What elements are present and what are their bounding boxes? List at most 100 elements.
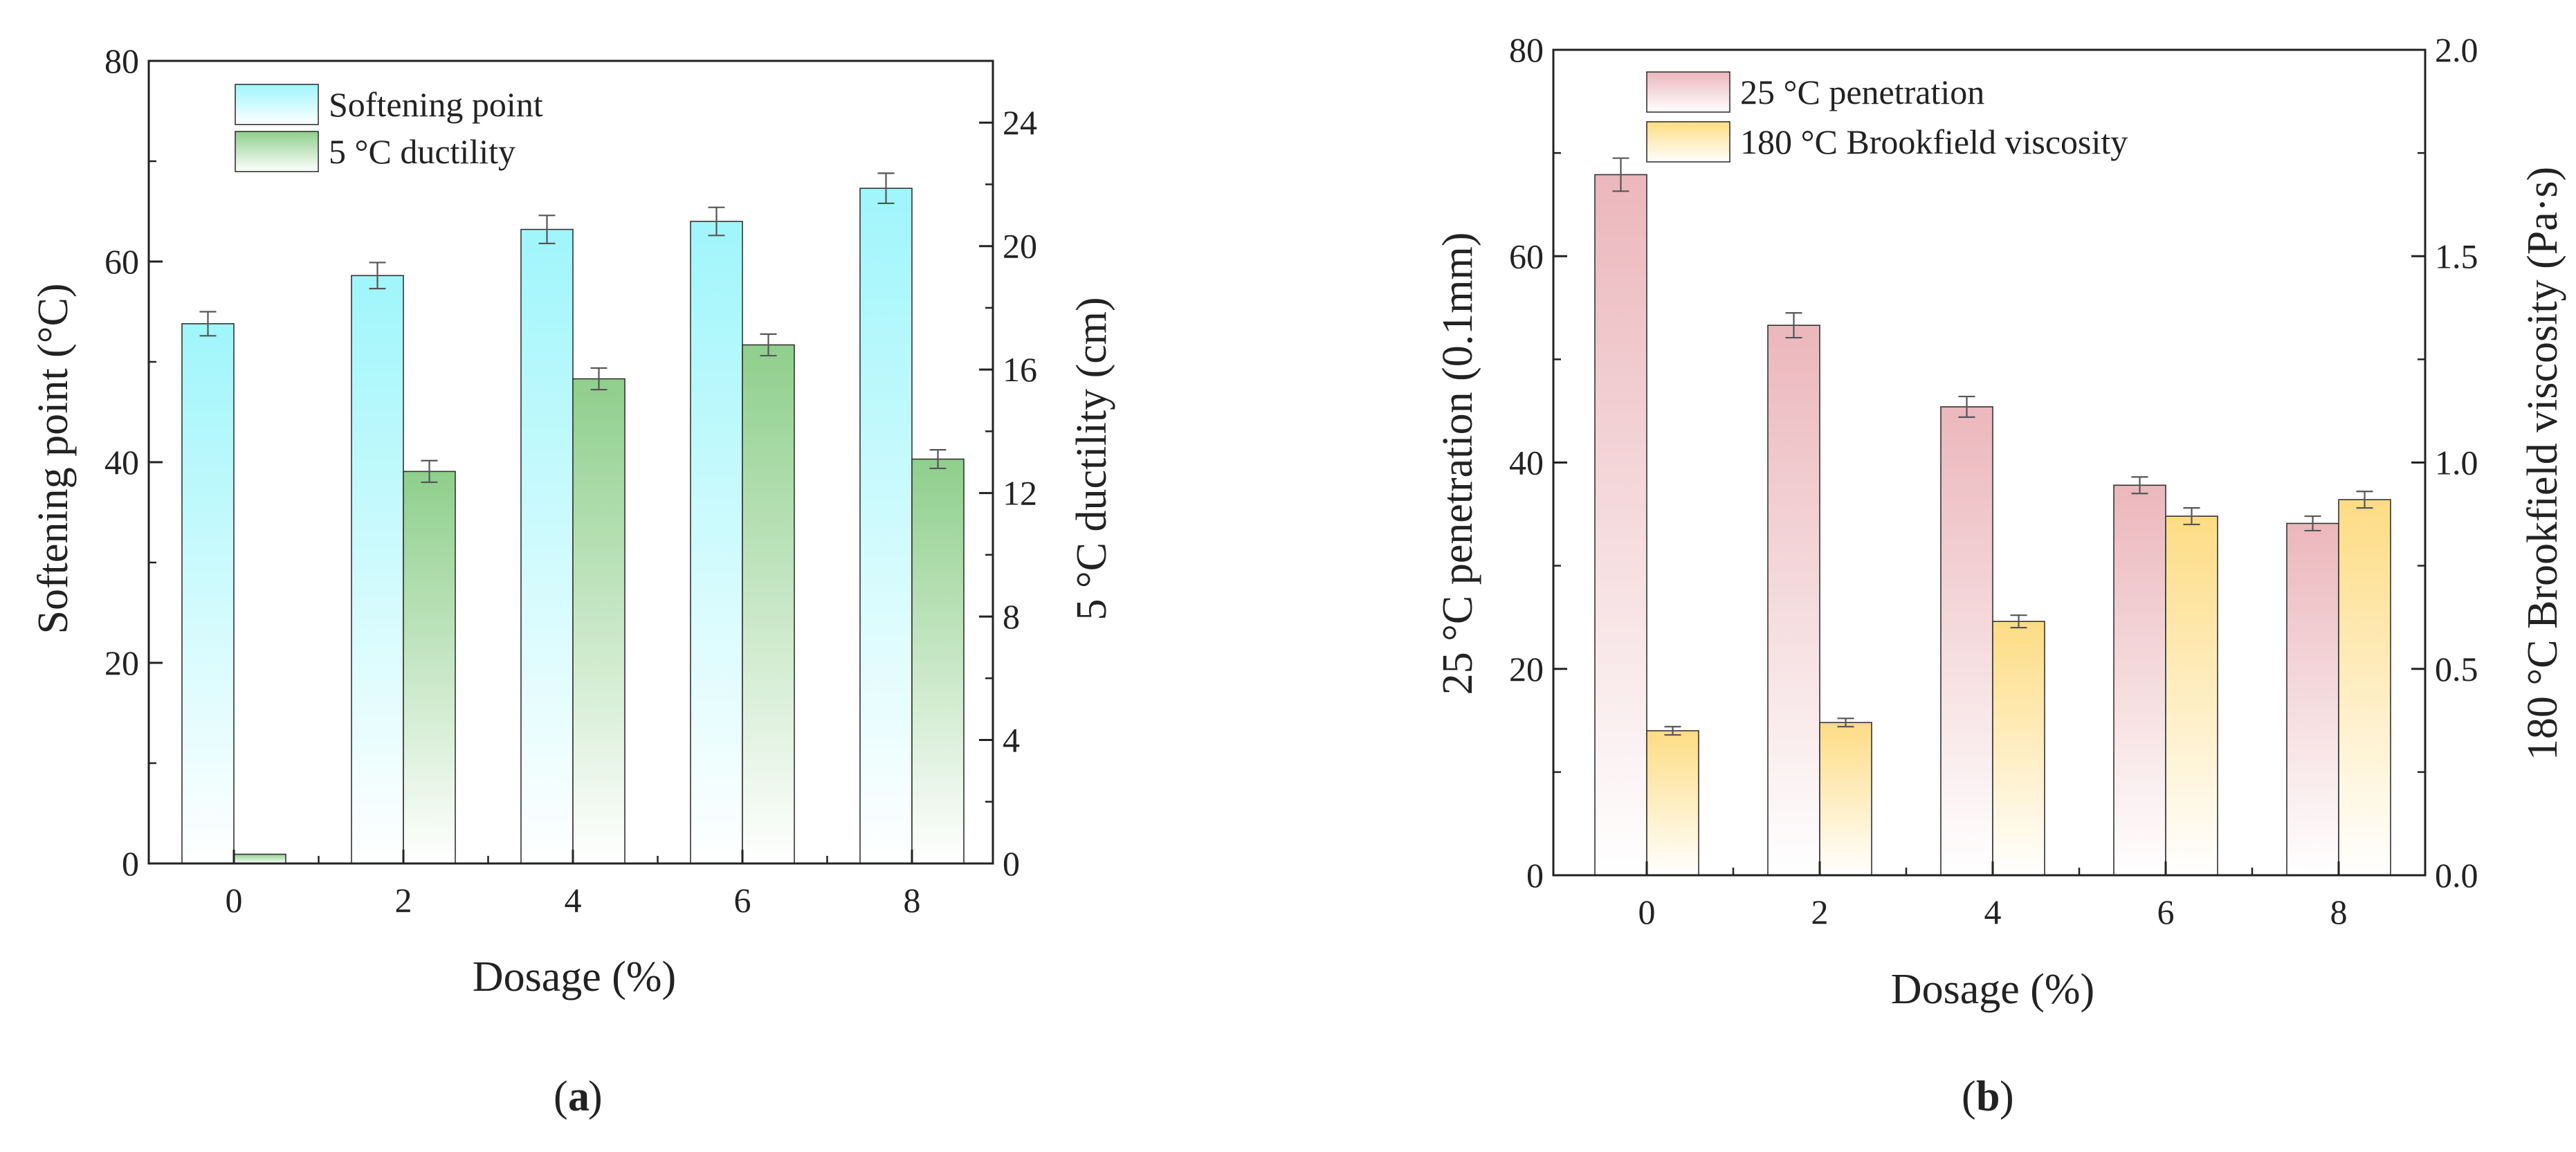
- panel-b-right-tick-label: 1.0: [2435, 444, 2478, 482]
- panel-b-bar-penetration-8: [2286, 522, 2339, 876]
- panel-a-right-tick-label: 4: [1003, 721, 1020, 760]
- panel-b-right-tick-label: 2.0: [2435, 30, 2478, 69]
- panel-b-bar-penetration-2: [1767, 324, 1820, 876]
- panel-b-bar-viscosity-6: [2165, 515, 2218, 876]
- panel-a-caption-close: ): [588, 1073, 603, 1120]
- panel-a-bar-softening-8: [859, 188, 913, 864]
- panel-a-errorbar-softening-8: [877, 172, 895, 204]
- panel-a-left-axis: 0 20 40 60 80: [104, 42, 163, 883]
- panel-a-bar-softening-6: [690, 221, 743, 864]
- panel-b-right-axis: 0.0 0.5 1.0 1.5 2.0: [2411, 30, 2478, 895]
- panel-b-legend: 25 °C penetration 180 °C Brookfield visco…: [1646, 71, 2128, 163]
- panel-a-bar-softening-4: [520, 228, 574, 864]
- panel-a-left-tick-label: 80: [104, 42, 139, 80]
- panel-b-errorbar-penetration-8: [2304, 515, 2321, 532]
- panel-b-errorbar-viscosity-8: [2356, 491, 2373, 509]
- panel-b-errorbar-viscosity-0: [1664, 726, 1681, 736]
- panel-b-plot: 0 20 40 60 80 0.0 0.5 1.0 1.5 2.0 0 2 4 6 8 25 °C penet…: [1509, 30, 2478, 931]
- panel-a-errorbar-softening-6: [708, 206, 725, 237]
- panel-b-left-tick-label: 0: [1526, 856, 1544, 895]
- panel-b-x-axis: 0 2 4 6 8: [1638, 861, 2348, 931]
- panel-a-legend: Softening point 5 °C ductility: [235, 84, 543, 172]
- panel-a-right-tick-label: 20: [1003, 227, 1037, 266]
- panel-b-bar-penetration-6: [2113, 484, 2166, 876]
- panel-b-bar-penetration-4: [1940, 406, 1993, 876]
- panel-b-caption-letter: b: [1976, 1073, 2000, 1120]
- panel-a-left-tick-label: 20: [104, 643, 139, 682]
- panel-b-ylabel-left: 25 °C penetration (0.1mm): [1434, 232, 1481, 695]
- panel-a-bar-ductility-0: [233, 853, 286, 864]
- panel-a-errorbar-ductility-6: [760, 333, 777, 357]
- panel-a-ylabel-right: 5 °C ductility (cm): [1068, 297, 1115, 620]
- panel-a-legend-swatch-softening: [235, 84, 319, 125]
- panel-a-caption-letter: a: [568, 1073, 590, 1120]
- panel-a-errorbar-softening-0: [199, 311, 217, 337]
- panel-a-x-tick-label: 4: [565, 881, 582, 920]
- panel-a-bar-softening-0: [181, 323, 235, 864]
- panel-b: Dosage (%) 25 °C penetration (0.1mm) 180…: [1434, 167, 2566, 1120]
- panel-b-left-axis: 0 20 40 60 80: [1509, 30, 1567, 895]
- panel-a-left-tick-label: 40: [104, 443, 139, 482]
- panel-a-right-tick-label: 24: [1003, 103, 1037, 142]
- panel-a-bar-ductility-8: [911, 458, 965, 864]
- panel-a-bar-ductility-6: [742, 344, 795, 864]
- panel-a: Dosage (%) Softening point (°C) 5 °C duc…: [30, 284, 1115, 1121]
- panel-b-bar-viscosity-2: [1819, 722, 1872, 876]
- panel-b-errorbar-penetration-6: [2131, 476, 2148, 495]
- panel-b-right-tick-label: 1.5: [2435, 237, 2478, 275]
- panel-a-right-tick-label: 12: [1003, 474, 1037, 513]
- panel-a-x-tick-label: 6: [734, 881, 751, 920]
- panel-a-right-tick-label: 16: [1003, 350, 1037, 389]
- panel-a-right-axis: 0 4 8 12 16 20 24: [979, 103, 1037, 883]
- panel-b-x-tick-label: 6: [2157, 893, 2175, 931]
- panel-b-x-tick-label: 0: [1638, 893, 1656, 931]
- panel-a-errorbar-ductility-2: [421, 459, 438, 484]
- panel-b-caption-open: (: [1962, 1073, 1976, 1120]
- panel-a-right-tick-label: 8: [1003, 597, 1020, 636]
- panel-b-errorbar-penetration-0: [1612, 157, 1629, 192]
- panel-a-errorbar-softening-4: [538, 214, 556, 244]
- panel-b-errorbar-viscosity-6: [2183, 507, 2200, 526]
- panel-a-left-tick-label: 0: [122, 844, 139, 883]
- panel-b-x-tick-label: 8: [2330, 893, 2348, 931]
- panel-b-caption: ( b ): [1962, 1073, 2014, 1120]
- panel-a-xlabel: Dosage (%): [473, 953, 676, 1000]
- panel-b-bar-viscosity-0: [1646, 730, 1699, 876]
- panel-a-bar-ductility-2: [403, 470, 456, 864]
- panel-a-caption: ( a ): [554, 1073, 603, 1120]
- panel-b-right-tick-label: 0.5: [2435, 650, 2478, 688]
- panel-b-legend-swatch-penetration: [1646, 71, 1730, 113]
- panel-b-x-tick-label: 4: [1984, 893, 2002, 931]
- panel-a-x-tick-label: 8: [904, 881, 921, 920]
- panel-a-legend-swatch-ductility: [235, 131, 319, 172]
- panel-b-bar-penetration-0: [1594, 174, 1647, 876]
- panel-a-legend-label-softening: Softening point: [329, 85, 543, 124]
- panel-a-errorbar-ductility-4: [590, 367, 608, 391]
- panel-b-legend-label-viscosity: 180 °C Brookfield viscosity: [1740, 122, 2128, 161]
- panel-b-caption-close: ): [2000, 1073, 2014, 1120]
- panel-b-x-tick-label: 2: [1811, 893, 1829, 931]
- panel-a-ylabel-left: Softening point (°C): [30, 284, 77, 634]
- panel-b-ylabel-right: 180 °C Brookfield viscosity (Pa·s): [2519, 167, 2566, 760]
- panel-a-bar-ductility-4: [572, 378, 625, 864]
- panel-b-bar-viscosity-8: [2338, 499, 2391, 876]
- panel-a-caption-open: (: [554, 1073, 568, 1120]
- panel-b-right-tick-label: 0.0: [2435, 856, 2478, 895]
- panel-b-left-tick-label: 20: [1509, 650, 1544, 688]
- panel-a-left-tick-label: 60: [104, 242, 139, 281]
- panel-b-errorbar-viscosity-4: [2010, 614, 2027, 629]
- panel-a-errorbar-ductility-8: [929, 449, 947, 470]
- panel-b-legend-label-penetration: 25 °C penetration: [1740, 73, 1984, 111]
- panel-a-x-tick-label: 0: [226, 881, 243, 920]
- panel-a-x-tick-label: 2: [395, 881, 412, 920]
- panel-b-left-tick-label: 80: [1509, 30, 1544, 69]
- panel-b-left-tick-label: 60: [1509, 237, 1544, 275]
- panel-b-errorbar-viscosity-2: [1837, 717, 1854, 728]
- panel-b-bar-viscosity-4: [1992, 621, 2045, 876]
- panel-a-errorbar-softening-2: [369, 262, 386, 290]
- panel-b-errorbar-penetration-4: [1958, 395, 1975, 418]
